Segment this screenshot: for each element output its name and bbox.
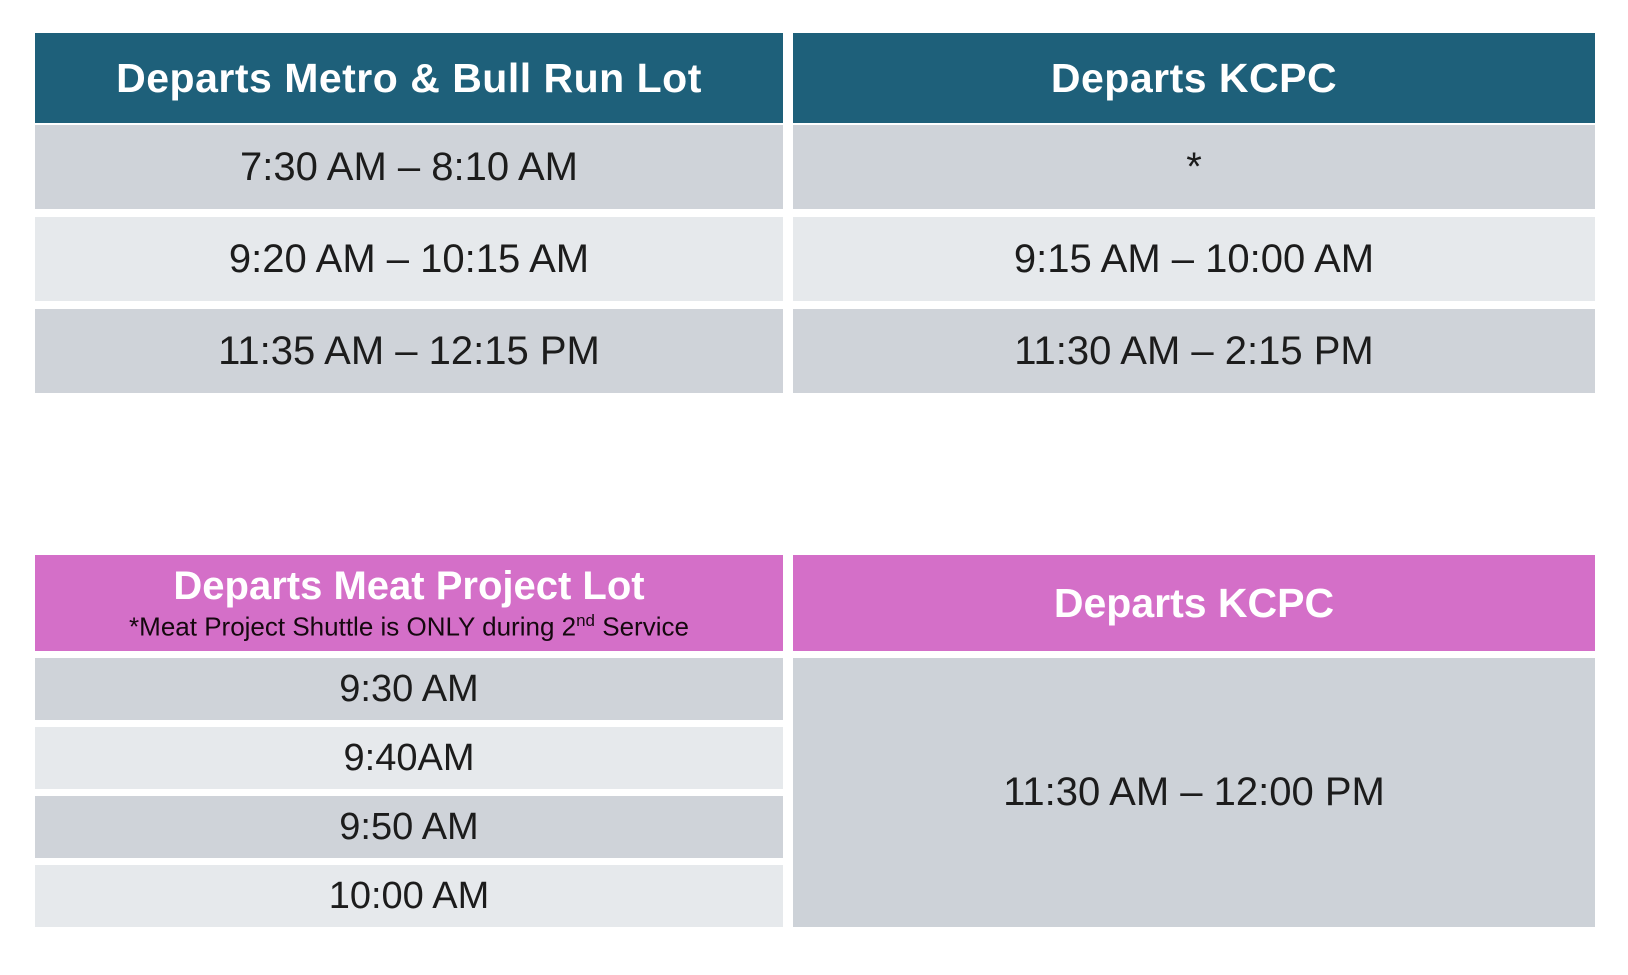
metro-row-3-kcpc: 11:30 AM – 2:15 PM [793, 309, 1595, 393]
meat-header-title: Departs Meat Project Lot [173, 564, 645, 609]
metro-row-1-depart: 7:30 AM – 8:10 AM [35, 125, 783, 209]
metro-bull-run-table: Departs Metro & Bull Run Lot Departs KCP… [35, 33, 1595, 393]
meat-row-2-depart: 9:40AM [35, 727, 783, 789]
metro-header-left: Departs Metro & Bull Run Lot [35, 33, 783, 123]
meat-kcpc-merged-cell: 11:30 AM – 12:00 PM [793, 658, 1595, 927]
metro-row-2-kcpc: 9:15 AM – 10:00 AM [793, 217, 1595, 301]
meat-header-kcpc: Departs KCPC [793, 555, 1595, 651]
meat-header-note: *Meat Project Shuttle is ONLY during 2nd… [129, 611, 689, 642]
metro-header-kcpc: Departs KCPC [793, 33, 1595, 123]
metro-row-1-kcpc: * [793, 125, 1595, 209]
meat-row-3-depart: 9:50 AM [35, 796, 783, 858]
meat-header-left: Departs Meat Project Lot *Meat Project S… [35, 555, 783, 651]
meat-row-4-depart: 10:00 AM [35, 865, 783, 927]
metro-row-3-depart: 11:35 AM – 12:15 PM [35, 309, 783, 393]
meat-project-table: Departs Meat Project Lot *Meat Project S… [35, 555, 1595, 927]
metro-row-2-depart: 9:20 AM – 10:15 AM [35, 217, 783, 301]
meat-header-note-superscript: nd [576, 611, 596, 631]
meat-row-1-depart: 9:30 AM [35, 658, 783, 720]
